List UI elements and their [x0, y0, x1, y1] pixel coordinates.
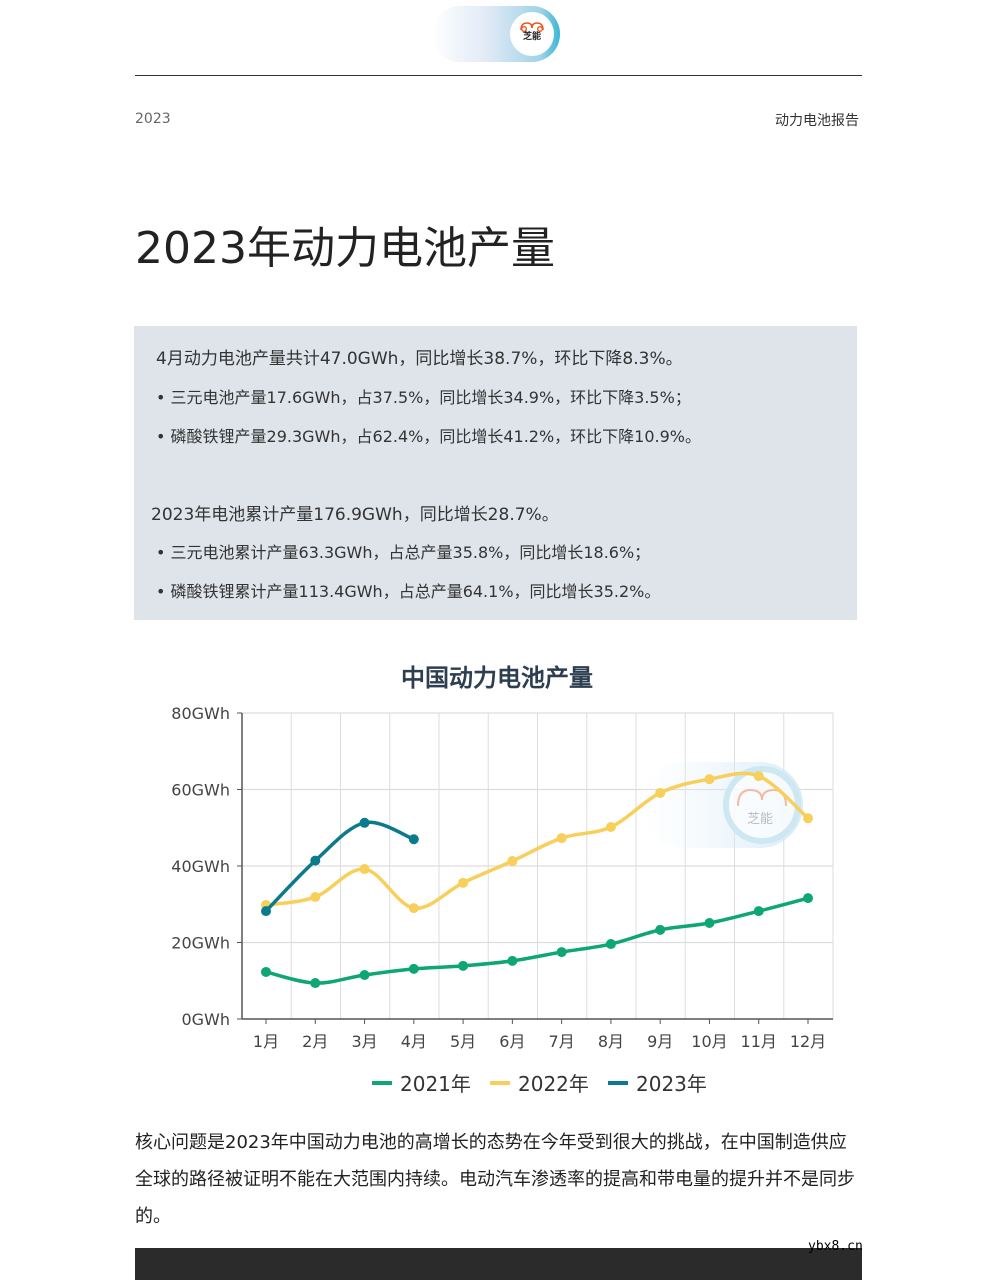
- data-point: [605, 821, 616, 832]
- data-point: [704, 917, 715, 928]
- y-tick-label: 40GWh: [171, 857, 230, 876]
- chart-title: 中国动力电池产量: [401, 664, 593, 692]
- data-point: [458, 960, 469, 971]
- x-tick-label: 5月: [450, 1032, 476, 1051]
- data-point: [704, 774, 715, 785]
- data-point: [310, 978, 321, 989]
- footer-bar: [135, 1248, 862, 1280]
- data-point: [507, 955, 518, 966]
- y-tick-label: 20GWh: [171, 934, 230, 953]
- x-tick-label: 7月: [549, 1032, 575, 1051]
- x-tick-label: 4月: [401, 1032, 427, 1051]
- data-point: [261, 966, 271, 977]
- car-logo-icon: [520, 22, 544, 32]
- summary-line: 2023年电池累计产量176.9GWh，同比增长28.7%。: [151, 505, 559, 525]
- data-point: [261, 906, 271, 917]
- x-tick-label: 8月: [598, 1032, 624, 1051]
- data-point: [359, 864, 370, 875]
- data-point: [803, 813, 813, 824]
- chart-watermark-text: 芝能: [747, 811, 773, 827]
- x-tick-label: 12月: [790, 1032, 826, 1051]
- production-line-chart: 中国动力电池产量 0GWh 20GWh 40GWh 60GWh 80GWh 1月 2月 3月 4月…: [171, 664, 834, 1096]
- y-tick-label: 60GWh: [171, 781, 230, 800]
- x-tick-label: 11月: [741, 1032, 777, 1051]
- data-point: [310, 855, 321, 866]
- summary-bullet: • 三元电池产量17.6GWh，占37.5%，同比增长34.9%，环比下降3.5…: [156, 388, 691, 407]
- data-point: [605, 939, 616, 950]
- x-tick-label: 1月: [253, 1032, 279, 1051]
- brand-logo: 芝能: [432, 6, 560, 62]
- x-tick-label: 2月: [302, 1032, 328, 1051]
- summary-box: 4月动力电池产量共计47.0GWh，同比增长38.7%，环比下降8.3%。 • …: [134, 326, 857, 620]
- logo-text: 芝能: [522, 32, 541, 42]
- x-tick-label: 10月: [691, 1032, 727, 1051]
- data-point: [359, 817, 370, 828]
- series-line-2023年: [264, 820, 415, 913]
- logo-badge: 芝能: [510, 12, 554, 56]
- data-point: [753, 771, 764, 782]
- chart-watermark-circle: [723, 766, 801, 844]
- header-report-label: 动力电池报告: [775, 113, 859, 129]
- data-point: [556, 833, 567, 844]
- x-tick-label: 6月: [499, 1032, 525, 1051]
- data-point: [655, 787, 666, 798]
- header-divider: [135, 75, 862, 76]
- header-year: 2023: [135, 111, 171, 127]
- data-point: [655, 924, 666, 935]
- site-watermark: ybx8.cn: [808, 1239, 863, 1254]
- data-point: [507, 856, 518, 867]
- data-point: [458, 877, 469, 888]
- page-title: 2023年动力电池产量: [135, 223, 555, 274]
- y-tick-label: 80GWh: [171, 704, 230, 723]
- data-point: [310, 891, 321, 902]
- x-tick-label: 3月: [351, 1032, 377, 1051]
- y-tick-label: 0GWh: [181, 1010, 230, 1029]
- data-point: [803, 893, 813, 904]
- legend-label: 2022年: [518, 1072, 589, 1096]
- x-tick-label: 9月: [647, 1032, 673, 1051]
- legend-label: 2023年: [636, 1072, 707, 1096]
- data-point: [359, 970, 370, 981]
- legend-label: 2021年: [400, 1072, 471, 1096]
- data-point: [408, 963, 419, 974]
- data-point: [556, 947, 567, 958]
- summary-bullet: • 磷酸铁锂累计产量113.4GWh，占总产量64.1%，同比增长35.2%。: [156, 582, 661, 601]
- summary-bullet: • 磷酸铁锂产量29.3GWh，占62.4%，同比增长41.2%，环比下降10.…: [156, 427, 701, 446]
- summary-bullet: • 三元电池累计产量63.3GWh，占总产量35.8%，同比增长18.6%；: [156, 543, 651, 562]
- body-paragraph: 核心问题是2023年中国动力电池的高增长的态势在今年受到很大的挑战，在中国制造供…: [135, 1132, 855, 1227]
- data-point: [753, 906, 764, 917]
- data-point: [408, 834, 419, 845]
- data-point: [408, 903, 419, 914]
- summary-line: 4月动力电池产量共计47.0GWh，同比增长38.7%，环比下降8.3%。: [156, 349, 683, 369]
